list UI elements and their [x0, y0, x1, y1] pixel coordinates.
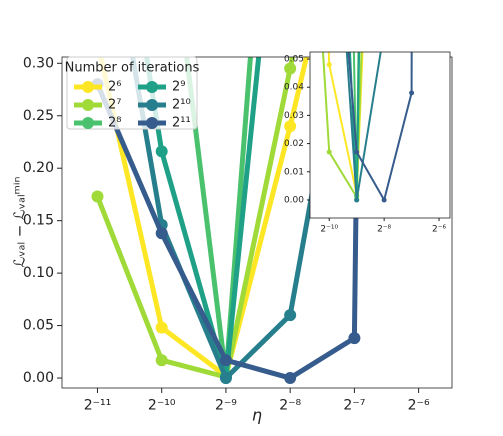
- legend-marker: [82, 99, 94, 111]
- legend-label: 2¹¹: [172, 116, 191, 131]
- x-tick-label: 2⁻¹¹: [84, 398, 112, 414]
- series-line: [144, 57, 262, 381]
- legend-marker: [82, 117, 94, 129]
- plot-frame: [309, 51, 451, 219]
- legend-label: 2⁹: [172, 80, 185, 95]
- data-point: [219, 372, 232, 385]
- y-tick-label: 0.01: [284, 167, 304, 177]
- y-tick-label: 0.15: [23, 213, 54, 229]
- legend-label: 2⁶: [108, 80, 121, 95]
- y-tick-label: 0.03: [284, 111, 304, 121]
- series-line: [347, 52, 413, 201]
- y-tick-label: 0.10: [23, 265, 54, 281]
- y-axis-label: ℒᵥₐₗ − ℒᵥₐₗᵐⁱⁿ: [11, 177, 29, 268]
- data-point: [91, 36, 103, 48]
- legend-marker: [146, 117, 158, 129]
- data-point: [155, 145, 168, 158]
- data-point: [284, 120, 297, 133]
- data-point: [326, 149, 332, 155]
- data-point: [284, 372, 297, 385]
- x-axis-label: η: [252, 406, 262, 425]
- x-tick-label: 2⁻¹⁰: [148, 398, 176, 414]
- data-point: [155, 321, 168, 334]
- data-point: [348, 332, 361, 345]
- y-tick-label: 0.00: [23, 370, 54, 386]
- series-group: [321, 28, 415, 203]
- y-tick-label: 0.04: [284, 83, 304, 93]
- data-point: [354, 197, 360, 203]
- data-point: [155, 227, 168, 240]
- y-tick-label: 0.00: [284, 195, 304, 205]
- x-tick-label: 2⁻⁹: [215, 398, 237, 414]
- data-point: [219, 354, 232, 367]
- plot-frame: [61, 56, 453, 389]
- legend-label: 2¹⁰: [172, 98, 191, 113]
- y-tick-label: 0.02: [284, 139, 304, 149]
- x-tick-label: 2⁻⁶: [432, 225, 446, 235]
- data-point: [284, 62, 297, 75]
- y-tick-label: 0.30: [23, 55, 54, 71]
- series-line: [95, 57, 361, 381]
- data-point: [409, 90, 415, 96]
- x-tick-label: 2⁻⁸: [377, 225, 391, 235]
- y-tick-label: 0.05: [284, 55, 304, 65]
- legend-marker: [146, 81, 158, 93]
- legend-label: 2⁸: [108, 116, 121, 131]
- x-tick-label: 2⁻⁷: [343, 398, 365, 414]
- data-point: [354, 149, 360, 155]
- legend-marker: [146, 99, 158, 111]
- inset-plot: 2⁻¹⁰ 2⁻⁸ 2⁻⁶ 0.00 0.01 0.02 0.03 0.04 0.05: [284, 28, 451, 235]
- legend-label: 2⁷: [108, 98, 121, 113]
- legend-box: [66, 56, 198, 130]
- data-point: [381, 197, 387, 203]
- data-point: [382, 28, 387, 33]
- data-point: [326, 62, 332, 68]
- y-tick-label: 0.20: [23, 160, 54, 176]
- legend: Number of iterations 2⁶ 2⁷ 2⁸ 2⁹ 2¹⁰ 2¹¹: [65, 56, 200, 131]
- x-tick-label: 2⁻⁸: [279, 398, 301, 414]
- y-tick-label: 0.05: [23, 318, 54, 334]
- legend-title: Number of iterations: [65, 61, 200, 76]
- data-point: [284, 309, 297, 322]
- y-tick-label: 0.25: [23, 108, 54, 124]
- x-tick-label: 2⁻⁶: [408, 398, 430, 414]
- data-point: [91, 190, 104, 203]
- data-point: [155, 354, 168, 367]
- legend-marker: [82, 81, 94, 93]
- x-tick-label: 2⁻¹⁰: [320, 225, 338, 235]
